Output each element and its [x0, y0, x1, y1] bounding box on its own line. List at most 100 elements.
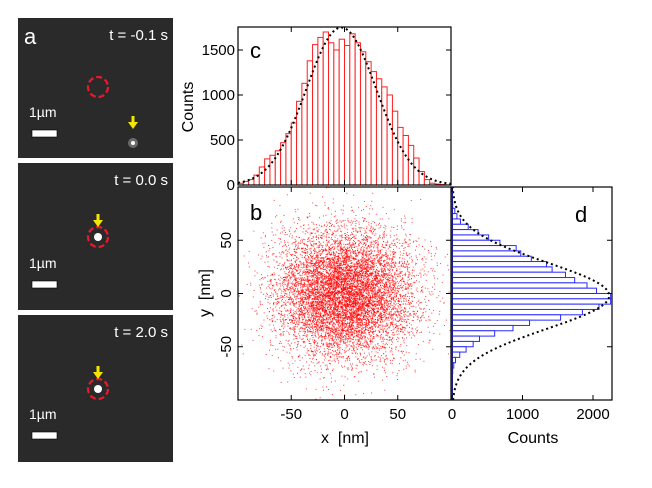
scatter-point [310, 343, 312, 345]
scatter-point [304, 308, 306, 310]
scatter-point [256, 329, 258, 331]
scatter-point [385, 297, 387, 299]
scatter-point [351, 278, 353, 280]
scatter-point [291, 272, 293, 274]
scatter-point [390, 260, 392, 262]
scatter-point [400, 286, 402, 288]
scatter-point [344, 283, 346, 285]
scatter-point [384, 275, 386, 277]
scatter-point [382, 309, 384, 311]
scatter-point [297, 341, 299, 343]
scatter-point [374, 275, 376, 277]
scatter-point [329, 288, 331, 290]
scatter-point [340, 224, 342, 226]
scatter-point [348, 311, 350, 313]
scatter-point [361, 259, 363, 261]
scatter-point [323, 297, 325, 299]
scatter-point [397, 340, 399, 342]
scatter-point [360, 334, 362, 336]
scatter-point [294, 290, 296, 292]
scatter-point [408, 263, 410, 265]
scatter-point [372, 232, 374, 234]
scatter-point [383, 268, 385, 270]
scatter-point [358, 251, 360, 253]
scatter-point [321, 263, 323, 265]
scatter-point [331, 270, 333, 272]
scatter-point [290, 299, 292, 301]
scatter-point [376, 295, 378, 297]
scatter-point [378, 319, 380, 321]
scatter-point [303, 286, 305, 288]
scatter-point [279, 288, 281, 290]
scatter-point [317, 281, 319, 283]
scatter-point [281, 284, 283, 286]
scatter-point [291, 254, 293, 256]
scatter-point [397, 288, 399, 290]
scatter-point [289, 270, 291, 272]
scatter-point [331, 290, 333, 292]
scatter-point [411, 272, 413, 274]
scatter-point [315, 276, 317, 278]
scatter-point [353, 251, 355, 253]
scatter-point [327, 354, 329, 356]
scatter-point [365, 326, 367, 328]
histogram-bar [381, 86, 388, 186]
scatter-point [321, 327, 323, 329]
scatter-point [411, 293, 413, 295]
scatter-point [345, 251, 347, 253]
scatter-point [389, 234, 391, 236]
scatter-point [293, 329, 295, 331]
scatter-point [309, 250, 311, 252]
scatter-point [413, 240, 415, 242]
scatter-point [293, 265, 295, 267]
scatter-point [414, 313, 416, 315]
scatter-point [397, 286, 399, 288]
scatter-point [309, 319, 311, 321]
scatter-point [390, 316, 392, 318]
scatter-point [326, 306, 328, 308]
scatter-point [294, 313, 296, 315]
scatter-point [374, 326, 376, 328]
scatter-point [289, 298, 291, 300]
scatter-point [378, 280, 380, 282]
scatter-point [363, 261, 365, 263]
scatter-point [344, 320, 346, 322]
scatter-point [314, 305, 316, 307]
scatter-point [372, 333, 374, 335]
scatter-point [390, 282, 392, 284]
scatter-point [314, 286, 316, 288]
scatter-point [301, 310, 303, 312]
scatter-point [289, 298, 291, 300]
scatter-point [311, 261, 313, 263]
scatter-point [315, 292, 317, 294]
scatter-point [312, 222, 314, 224]
scatter-point [407, 283, 409, 285]
scatter-point [388, 317, 390, 319]
scatter-point [302, 285, 304, 287]
scatter-point [393, 282, 395, 284]
scatter-point [353, 292, 355, 294]
scatter-point [311, 221, 313, 223]
scatter-point [409, 284, 411, 286]
scatter-point [362, 316, 364, 318]
scatter-point [373, 372, 375, 374]
scatter-point [346, 311, 348, 313]
scatter-point [359, 329, 361, 331]
scatter-point [308, 248, 310, 250]
scatter-point [277, 300, 279, 302]
scatter-point [381, 379, 383, 381]
scatter-point [345, 298, 347, 300]
scatter-point [309, 304, 311, 306]
scatter-point [381, 317, 383, 319]
scatter-point [312, 328, 314, 330]
scatter-point [325, 295, 327, 297]
scatter-point [388, 246, 390, 248]
scatter-point [358, 264, 360, 266]
scatter-point [375, 323, 377, 325]
scatter-point [351, 312, 353, 314]
scatter-point [347, 300, 349, 302]
scatter-point [390, 246, 392, 248]
scatter-point [344, 257, 346, 259]
scatter-point [272, 344, 274, 346]
scatter-point [377, 280, 379, 282]
